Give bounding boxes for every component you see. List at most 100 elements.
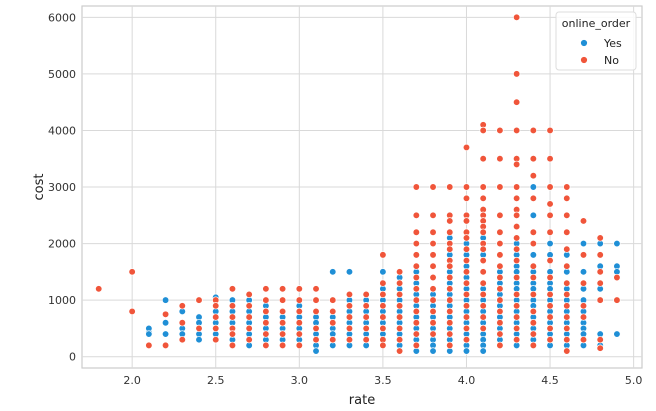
data-point-no xyxy=(195,296,203,304)
data-point-no xyxy=(412,341,420,350)
data-point-no xyxy=(262,341,270,350)
x-tick-label: 3.0 xyxy=(291,374,309,387)
data-point-no xyxy=(362,313,370,321)
data-point-no xyxy=(295,330,303,338)
data-point-no xyxy=(529,239,537,248)
data-point-no xyxy=(429,251,437,259)
legend-title: online_order xyxy=(562,17,631,30)
data-point-no xyxy=(546,228,554,236)
y-axis-label: cost xyxy=(32,174,47,201)
data-point-no xyxy=(295,296,303,304)
data-point-no xyxy=(462,268,471,276)
data-point-no xyxy=(563,194,571,202)
data-point-yes xyxy=(529,183,537,191)
data-point-no xyxy=(512,126,521,135)
data-point-no xyxy=(395,313,404,321)
data-point-no xyxy=(496,330,504,338)
data-point-no xyxy=(479,126,487,135)
data-point-no xyxy=(446,341,454,350)
data-point-no xyxy=(529,341,537,350)
data-point-no xyxy=(512,290,521,299)
data-point-no xyxy=(496,251,504,259)
data-point-no xyxy=(596,234,604,242)
data-point-no xyxy=(496,319,504,327)
data-point-no xyxy=(496,262,504,270)
data-point-no xyxy=(245,313,253,321)
data-point-no xyxy=(563,228,571,236)
data-point-no xyxy=(512,13,521,21)
data-point-no xyxy=(596,279,604,287)
x-tick-label: 3.5 xyxy=(374,374,392,387)
data-point-no xyxy=(512,222,521,231)
data-point-yes xyxy=(529,251,537,259)
data-point-no xyxy=(462,245,471,253)
data-point-no xyxy=(379,290,387,299)
data-point-no xyxy=(412,228,420,236)
data-point-yes xyxy=(479,347,487,355)
data-point-no xyxy=(496,307,504,316)
data-point-no xyxy=(345,324,354,333)
data-point-yes xyxy=(462,347,471,355)
y-tick-label: 2000 xyxy=(48,238,76,251)
data-point-no xyxy=(379,251,387,259)
data-point-no xyxy=(446,245,454,253)
x-tick-label: 2.5 xyxy=(207,374,225,387)
data-point-no xyxy=(312,336,320,344)
data-point-no xyxy=(496,183,504,191)
data-point-no xyxy=(479,279,487,287)
data-point-yes xyxy=(329,268,337,276)
data-point-no xyxy=(462,194,471,202)
data-point-no xyxy=(479,324,487,333)
data-point-no xyxy=(529,228,537,236)
data-point-no xyxy=(245,290,253,299)
data-point-no xyxy=(496,296,504,304)
data-point-no xyxy=(312,324,320,333)
data-point-no xyxy=(512,256,521,265)
data-point-no xyxy=(278,307,287,316)
data-point-no xyxy=(429,330,437,338)
data-point-no xyxy=(546,273,554,282)
data-point-no xyxy=(546,302,554,310)
data-point-no xyxy=(479,256,487,265)
data-point-no xyxy=(412,239,420,248)
data-point-no xyxy=(245,324,253,333)
data-point-no xyxy=(161,341,170,350)
data-point-no xyxy=(613,273,621,282)
data-point-no xyxy=(446,262,454,270)
data-point-no xyxy=(379,302,387,310)
y-tick-label: 0 xyxy=(69,351,76,364)
data-point-no xyxy=(178,336,186,344)
data-point-no xyxy=(479,194,487,202)
data-point-no xyxy=(178,302,186,310)
data-point-no xyxy=(429,319,437,327)
data-point-no xyxy=(462,143,471,152)
data-point-no xyxy=(295,285,303,293)
legend-label-yes: Yes xyxy=(603,37,622,50)
legend: online_order Yes No xyxy=(555,11,637,71)
data-point-yes xyxy=(613,239,621,248)
data-point-no xyxy=(395,268,404,276)
data-point-no xyxy=(529,172,537,180)
data-point-no xyxy=(395,336,404,344)
data-point-yes xyxy=(161,330,170,338)
data-point-no xyxy=(379,324,387,333)
data-point-no xyxy=(412,211,420,219)
data-point-no xyxy=(462,279,471,287)
data-point-no xyxy=(596,251,604,259)
data-point-no xyxy=(613,296,621,304)
x-tick-label: 5.0 xyxy=(625,374,643,387)
data-point-no xyxy=(546,126,554,135)
data-point-no xyxy=(479,290,487,299)
data-point-no xyxy=(429,183,437,191)
data-point-no xyxy=(563,302,571,310)
data-point-no xyxy=(512,194,521,202)
data-point-no xyxy=(462,336,471,344)
y-axis-ticks: 0 1000 2000 3000 4000 5000 6000 xyxy=(48,11,76,363)
data-point-no xyxy=(278,319,287,327)
data-point-no xyxy=(212,313,220,321)
data-point-no xyxy=(395,324,404,333)
data-point-no xyxy=(362,324,370,333)
data-point-no xyxy=(479,155,487,163)
legend-box xyxy=(555,11,637,71)
